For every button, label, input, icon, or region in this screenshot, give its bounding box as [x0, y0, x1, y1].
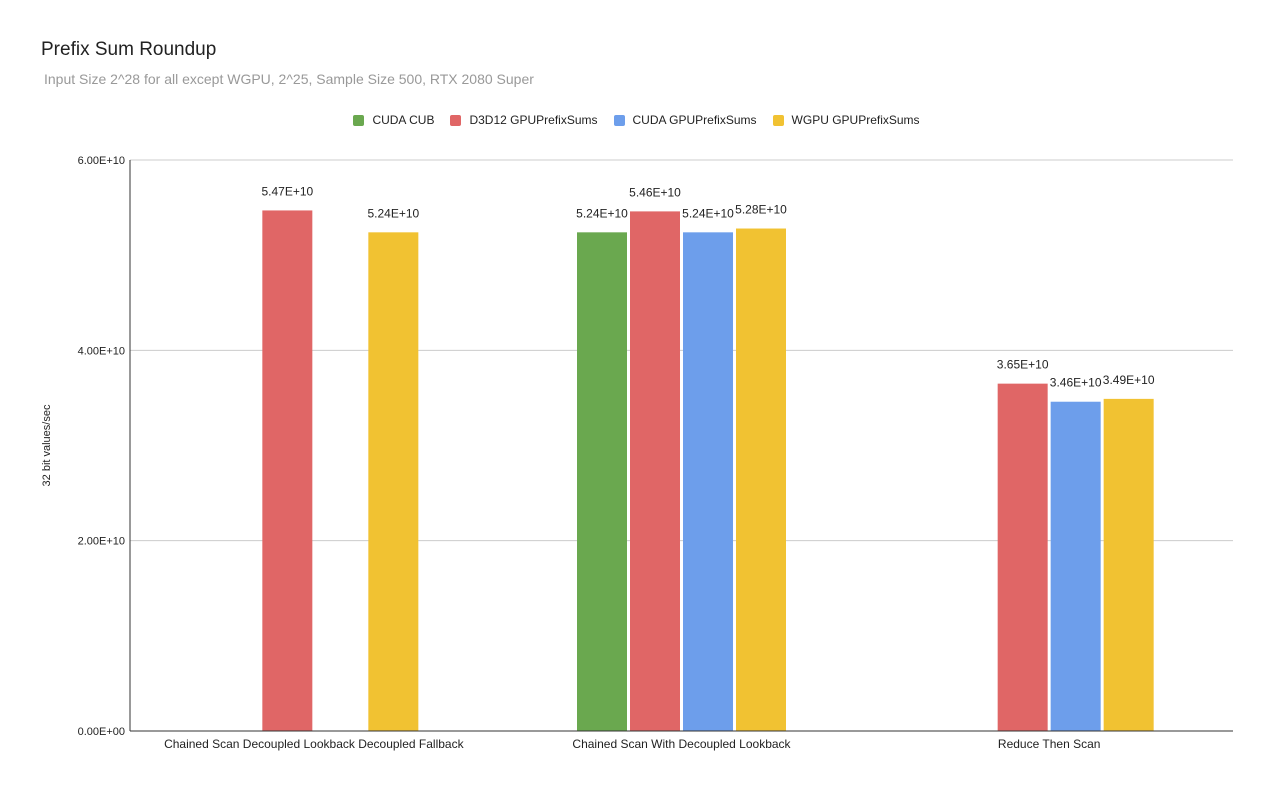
x-category-label: Chained Scan With Decoupled Lookback — [572, 737, 791, 751]
legend-label: D3D12 GPUPrefixSums — [469, 113, 598, 127]
y-tick-label: 6.00E+10 — [78, 155, 125, 167]
data-label: 5.28E+10 — [735, 203, 787, 217]
legend-swatch — [353, 114, 365, 126]
x-category-label: Reduce Then Scan — [998, 737, 1101, 751]
legend-swatch — [772, 114, 784, 126]
data-label: 5.24E+10 — [682, 206, 734, 220]
legend-swatch — [613, 114, 625, 126]
bar — [368, 232, 419, 731]
data-labels: 5.47E+105.24E+10 5.24E+105.46E+105.24E+10… — [261, 184, 1154, 389]
bar — [997, 383, 1048, 731]
y-tick-label: 0.00E+00 — [78, 726, 125, 738]
bar — [1103, 398, 1154, 731]
bar — [262, 210, 313, 731]
y-tick-label: 2.00E+10 — [78, 536, 125, 548]
x-category-label: Chained Scan Decoupled Lookback Decouple… — [164, 737, 465, 751]
legend: CUDA CUB D3D12 GPUPrefixSums CUDA GPUPrefi… — [0, 111, 1273, 129]
axes: 0.00E+00 2.00E+10 4.00E+10 6.00E+10 32 bit v… — [41, 155, 1233, 751]
data-label: 5.24E+10 — [367, 206, 419, 220]
legend-label: WGPU GPUPrefixSums — [791, 113, 920, 127]
y-tick-label: 4.00E+10 — [78, 345, 125, 357]
chart-subtitle: Input Size 2^28 for all except WGPU, 2^2… — [44, 71, 534, 87]
bars — [262, 210, 1154, 731]
gridlines — [130, 159, 1233, 542]
data-label: 5.47E+10 — [261, 184, 313, 198]
legend-item: D3D12 GPUPrefixSums — [450, 113, 598, 127]
legend-item: WGPU GPUPrefixSums — [772, 113, 920, 127]
chart-title: Prefix Sum Roundup — [41, 39, 217, 60]
data-label: 3.46E+10 — [1050, 376, 1102, 390]
legend-item: CUDA CUB — [353, 113, 434, 127]
data-label: 5.24E+10 — [576, 206, 628, 220]
data-label: 3.65E+10 — [997, 358, 1049, 372]
bar — [683, 232, 733, 731]
bar — [736, 228, 786, 731]
legend-label: CUDA CUB — [372, 113, 435, 127]
data-label: 3.49E+10 — [1103, 373, 1155, 387]
legend-swatch — [450, 114, 462, 126]
legend-item: CUDA GPUPrefixSums — [613, 113, 757, 127]
y-axis-title: 32 bit values/sec — [41, 404, 53, 486]
bar — [577, 232, 627, 731]
data-label: 5.46E+10 — [629, 185, 681, 199]
legend-label: CUDA GPUPrefixSums — [632, 113, 757, 127]
bar — [630, 211, 680, 731]
bar — [1050, 401, 1101, 731]
